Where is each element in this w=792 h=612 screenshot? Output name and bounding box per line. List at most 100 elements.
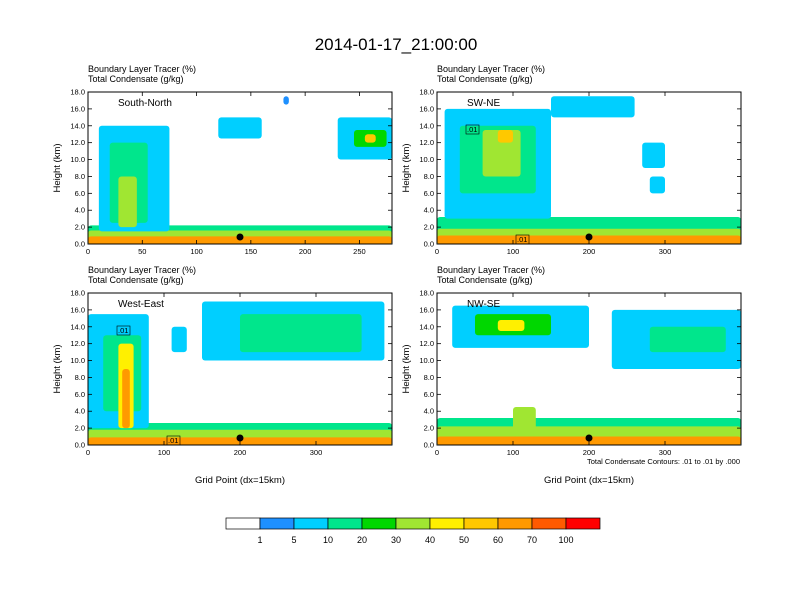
panel-2: Boundary Layer Tracer (%)Total Condensat… <box>401 64 742 256</box>
y-tick-label: 8.0 <box>75 373 85 382</box>
tracer-region <box>218 117 262 139</box>
location-marker <box>585 434 593 442</box>
y-tick-label: 10.0 <box>419 356 434 365</box>
tracer-region <box>497 320 525 331</box>
x-tick-label: 0 <box>435 448 439 457</box>
colorbar: 1 5 10 20 30 40 50 60 70 100 <box>225 517 601 545</box>
y-tick-label: 16.0 <box>419 104 434 113</box>
y-tick-label: 14.0 <box>70 322 85 331</box>
y-tick-label: 2.0 <box>424 223 434 232</box>
y-tick-label: 12.0 <box>419 138 434 147</box>
colorbar-label: 100 <box>558 535 573 545</box>
panel-subtitle: Boundary Layer Tracer (%) <box>437 265 545 275</box>
tracer-region <box>497 130 513 143</box>
x-tick-label: 100 <box>507 247 520 256</box>
y-tick-label: 2.0 <box>75 424 85 433</box>
data-field <box>437 305 741 445</box>
y-tick-label: 12.0 <box>70 339 85 348</box>
panel-subtitle: Boundary Layer Tracer (%) <box>88 64 196 74</box>
y-tick-label: 16.0 <box>70 104 85 113</box>
y-tick-label: 6.0 <box>75 390 85 399</box>
contour-label-box <box>465 124 480 135</box>
tracer-region <box>649 176 665 194</box>
x-tick-label: 50 <box>138 247 146 256</box>
y-tick-label: 4.0 <box>424 206 434 215</box>
panel-subtitle: Total Condensate (g/kg) <box>437 74 533 84</box>
plot-frame <box>87 91 393 245</box>
colorbar-label: 60 <box>493 535 503 545</box>
y-tick-label: 14.0 <box>419 121 434 130</box>
tracer-region <box>118 176 137 228</box>
panel-subtitle: Total Condensate (g/kg) <box>88 275 184 285</box>
y-tick-label: 2.0 <box>75 223 85 232</box>
y-tick-label: 4.0 <box>424 407 434 416</box>
colorbar-swatch <box>463 517 499 530</box>
x-tick-label: 200 <box>299 247 312 256</box>
x-tick-label: 100 <box>507 448 520 457</box>
y-tick-label: 4.0 <box>75 407 85 416</box>
colorbar-label: 40 <box>425 535 435 545</box>
tracer-region <box>551 96 635 118</box>
x-tick-label: 0 <box>86 247 90 256</box>
colorbar-label: 30 <box>391 535 401 545</box>
tracer-region <box>283 96 289 105</box>
contour-label-box <box>116 325 131 336</box>
colorbar-swatch <box>395 517 431 530</box>
contour-label: .01 <box>467 125 477 134</box>
contour-label-box <box>166 435 181 446</box>
colorbar-swatch <box>531 517 567 530</box>
panel-subtitle: Total Condensate (g/kg) <box>88 74 184 84</box>
y-tick-label: 8.0 <box>424 373 434 382</box>
y-tick-label: 18.0 <box>70 289 85 298</box>
y-tick-label: 16.0 <box>70 305 85 314</box>
tracer-region <box>364 134 376 143</box>
contour-note: Total Condensate Contours: .01 to .01 by… <box>587 457 740 466</box>
tracer-region <box>642 142 665 168</box>
location-marker <box>236 233 244 241</box>
colorbar-label: 20 <box>357 535 367 545</box>
contour-label: .01 <box>168 436 178 445</box>
y-tick-label: 18.0 <box>70 88 85 97</box>
y-tick-label: 14.0 <box>419 322 434 331</box>
panel-subtitle: Boundary Layer Tracer (%) <box>88 265 196 275</box>
location-marker <box>585 233 593 241</box>
tracer-region <box>513 407 536 437</box>
x-tick-label: 100 <box>158 448 171 457</box>
colorbar-swatch <box>225 517 261 530</box>
y-tick-label: 12.0 <box>419 339 434 348</box>
colorbar-swatch <box>361 517 397 530</box>
colorbar-swatch <box>497 517 533 530</box>
panel-4: Boundary Layer Tracer (%) Total Condensat… <box>401 265 742 486</box>
x-tick-label: 0 <box>86 448 90 457</box>
colorbar-label: 5 <box>291 535 296 545</box>
y-axis-title: Height (km) <box>401 344 412 393</box>
x-tick-label: 300 <box>310 448 323 457</box>
y-tick-label: 0.0 <box>424 240 434 249</box>
tracer-region <box>122 369 130 429</box>
y-tick-label: 6.0 <box>424 189 434 198</box>
y-tick-label: 10.0 <box>419 155 434 164</box>
main-title: 2014-01-17_21:00:00 <box>315 35 478 54</box>
y-tick-label: 2.0 <box>424 424 434 433</box>
x-tick-label: 100 <box>190 247 203 256</box>
x-tick-label: 300 <box>659 448 672 457</box>
x-axis-title: Grid Point (dx=15km) <box>195 475 285 486</box>
y-tick-label: 8.0 <box>424 172 434 181</box>
colorbar-swatch <box>429 517 465 530</box>
y-tick-label: 6.0 <box>424 390 434 399</box>
panel-label: NW-SE <box>467 299 500 310</box>
colorbar-swatch <box>327 517 363 530</box>
panels: Boundary Layer Tracer (%)Total Condensat… <box>52 64 742 486</box>
y-tick-label: 18.0 <box>419 289 434 298</box>
y-tick-label: 14.0 <box>70 121 85 130</box>
contour-label-box <box>515 234 530 245</box>
x-tick-label: 150 <box>245 247 258 256</box>
location-marker <box>236 434 244 442</box>
colorbar-label: 70 <box>527 535 537 545</box>
y-axis-title: Height (km) <box>401 143 412 192</box>
y-tick-label: 0.0 <box>75 441 85 450</box>
tracer-region <box>649 326 726 353</box>
panel-subtitle: Boundary Layer Tracer (%) <box>437 64 545 74</box>
y-tick-label: 4.0 <box>75 206 85 215</box>
